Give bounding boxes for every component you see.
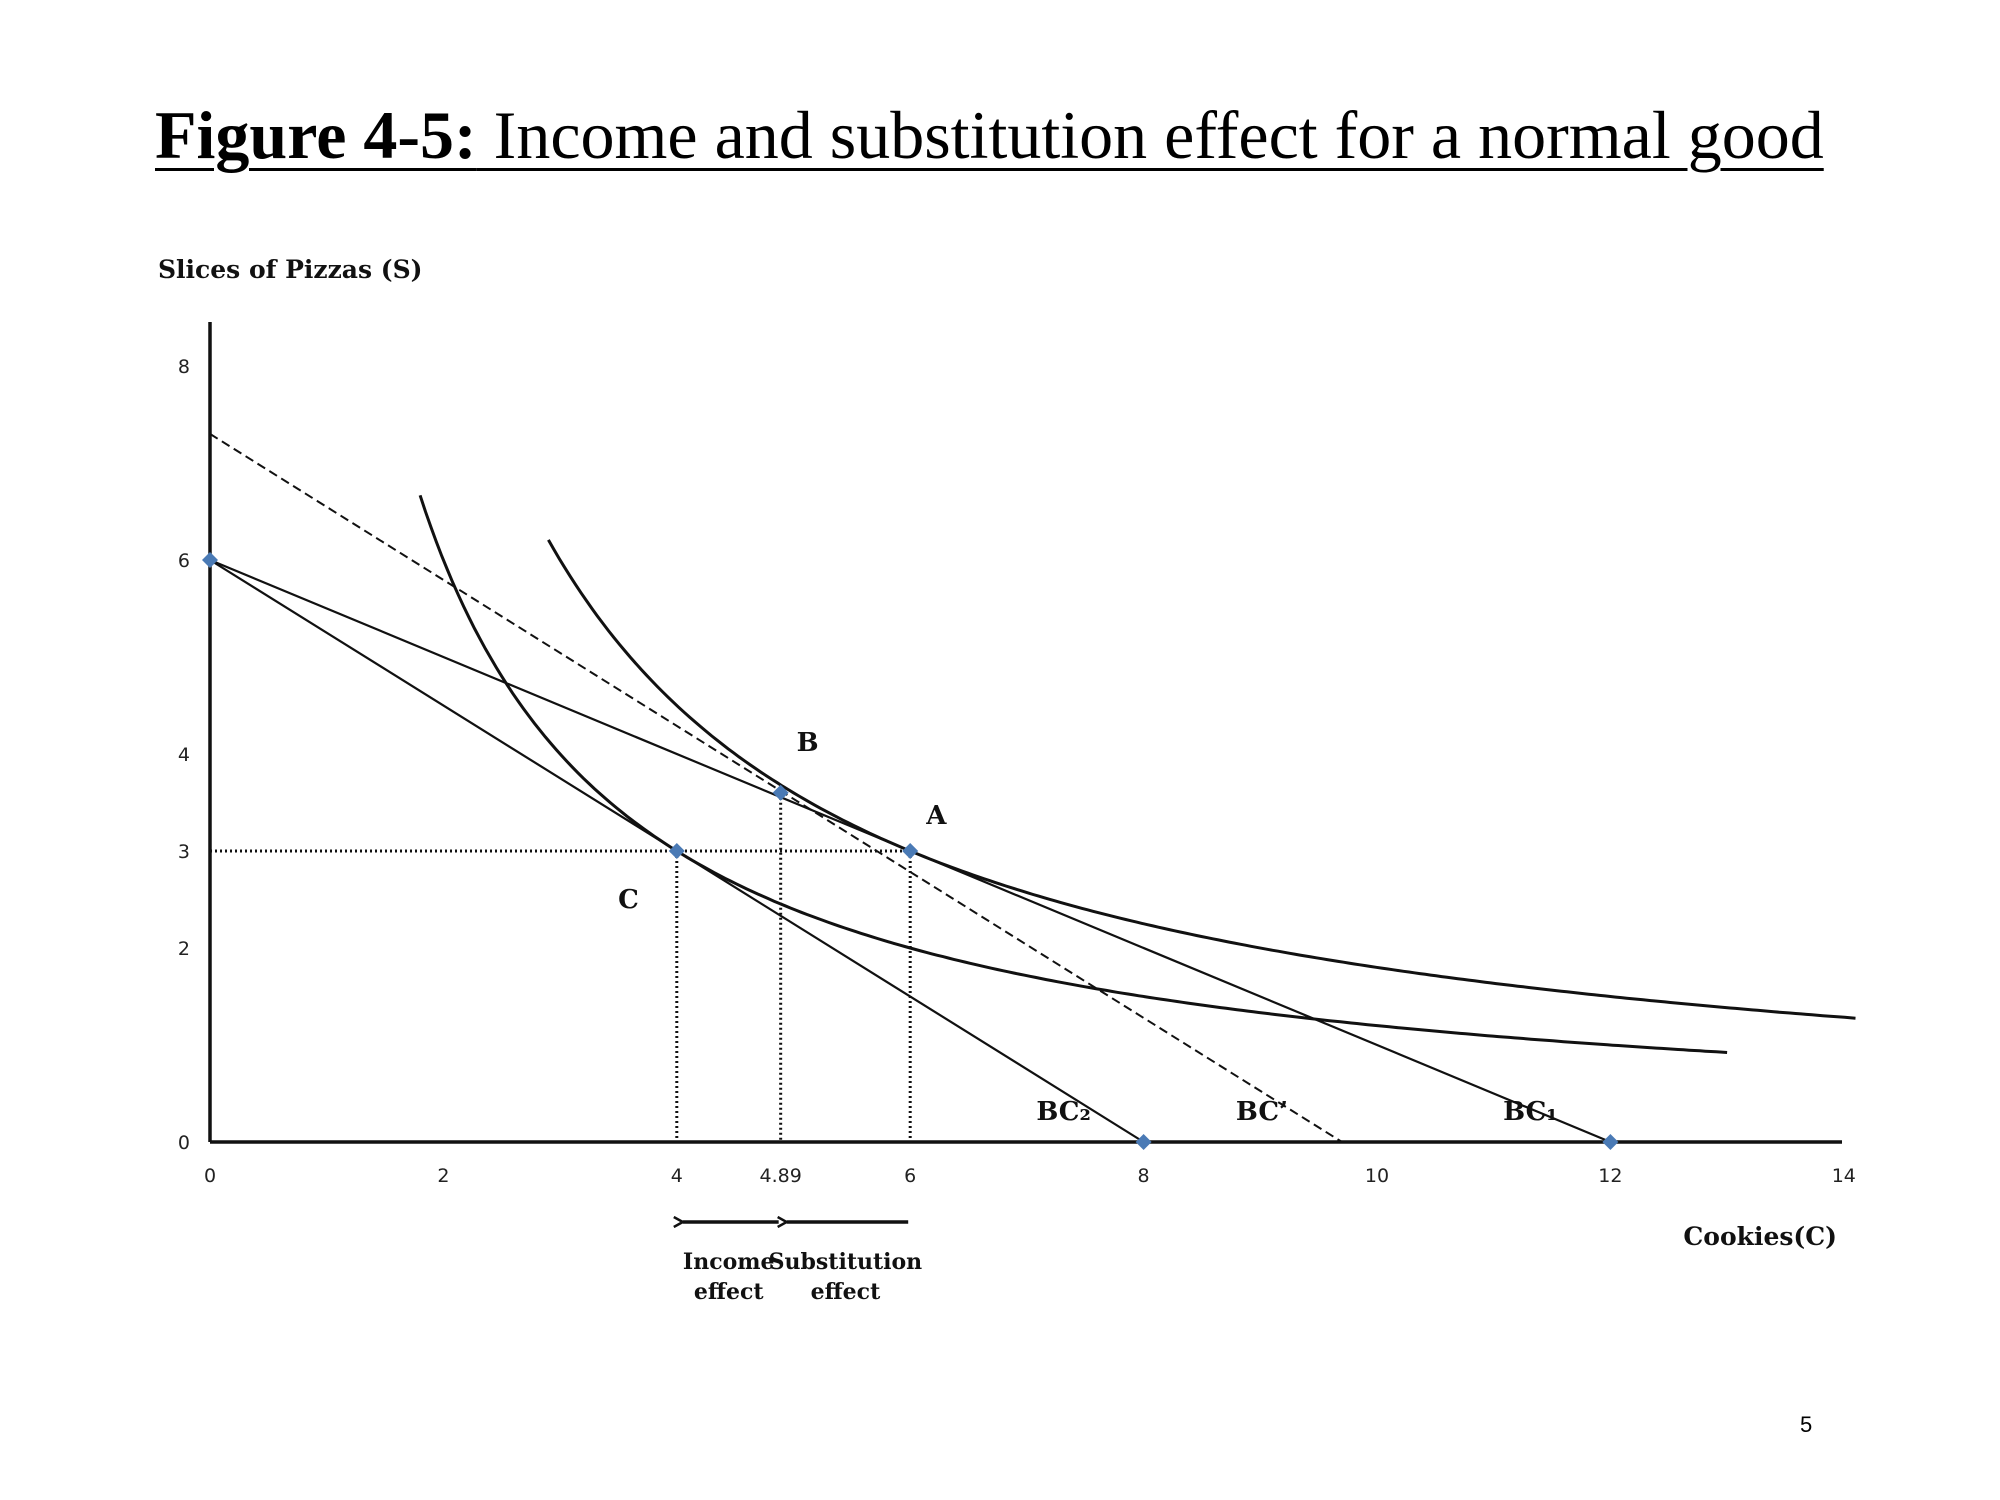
endpoint-marker-12-0 bbox=[1602, 1134, 1619, 1150]
x-tick-label-4: 4 bbox=[671, 1165, 683, 1187]
effect-label-substitution-line1: Substitution bbox=[769, 1249, 923, 1275]
figure-number: Figure 4-5: bbox=[155, 97, 477, 173]
line-label-bc: BC₂ bbox=[1036, 1097, 1091, 1127]
budget-line-bc bbox=[209, 433, 1343, 1143]
x-tick-label-6: 6 bbox=[904, 1165, 916, 1187]
figure-title: Figure 4-5: Income and substitution effe… bbox=[155, 95, 1824, 175]
point-b-marker bbox=[772, 784, 789, 801]
y-axis-title: Slices of Pizzas (S) bbox=[158, 255, 422, 284]
x-tick-label-12: 12 bbox=[1598, 1165, 1622, 1187]
endpoint-marker-0-6 bbox=[202, 552, 218, 568]
indifference-curve-1 bbox=[418, 494, 1728, 1054]
y-tick-label-6: 6 bbox=[178, 550, 190, 572]
effect-label-income-line2: effect bbox=[694, 1279, 764, 1305]
point-label-a: A bbox=[925, 801, 947, 831]
point-label-b: B bbox=[797, 728, 819, 758]
x-tick-label-14: 14 bbox=[1832, 1165, 1856, 1187]
x-tick-label-4-89: 4.89 bbox=[760, 1165, 802, 1187]
x-tick-label-10: 10 bbox=[1365, 1165, 1389, 1187]
y-tick-label-0: 0 bbox=[178, 1132, 190, 1154]
effect-label-income-line1: Income bbox=[683, 1249, 775, 1275]
point-c-marker bbox=[668, 843, 685, 859]
y-tick-label-2: 2 bbox=[178, 938, 190, 960]
point-a-marker bbox=[902, 843, 919, 859]
line-label-bc: BC’ bbox=[1236, 1097, 1288, 1127]
x-tick-label-2: 2 bbox=[437, 1165, 449, 1187]
effect-label-substitution-line2: effect bbox=[811, 1279, 881, 1305]
y-tick-label-4: 4 bbox=[178, 744, 190, 766]
endpoint-marker-8-0 bbox=[1135, 1134, 1152, 1150]
axes: 0 2 4 4.89 6 8 10 12 14 0 2 3 4 6 8 Slices of Pizzas (S… bbox=[158, 255, 1856, 1251]
y-tick-label-3: 3 bbox=[178, 841, 190, 863]
x-tick-label-0: 0 bbox=[204, 1165, 216, 1187]
guide-lines bbox=[210, 792, 912, 1142]
point-label-c: C bbox=[618, 885, 639, 915]
labels: A B C BC₂ BC₁ BC’ bbox=[618, 728, 1558, 1127]
indifference-curve-2 bbox=[547, 539, 1856, 1020]
figure-caption: Income and substitution effect for a nor… bbox=[476, 97, 1824, 173]
line-label-bc: BC₁ bbox=[1503, 1097, 1558, 1127]
y-tick-label-8: 8 bbox=[178, 356, 190, 378]
x-tick-label-8: 8 bbox=[1138, 1165, 1150, 1187]
indifference-curves bbox=[418, 494, 1856, 1054]
x-axis-title: Cookies(C) bbox=[1683, 1222, 1837, 1251]
points bbox=[202, 552, 1619, 1150]
page-number: 5 bbox=[1800, 1412, 1813, 1437]
budget-lines bbox=[209, 433, 1611, 1144]
